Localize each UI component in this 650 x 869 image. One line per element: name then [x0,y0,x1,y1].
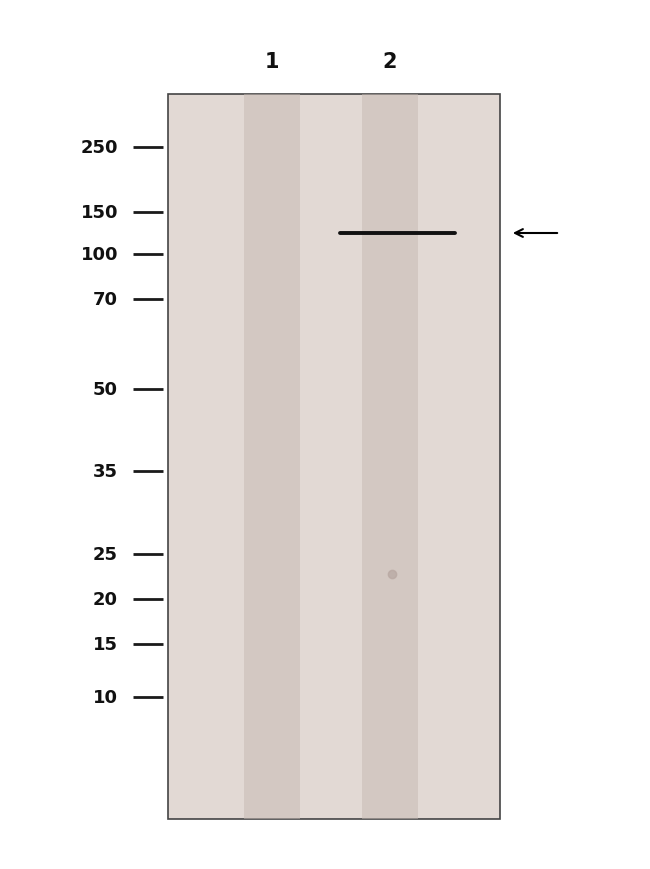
Text: 1: 1 [265,52,279,72]
Text: 35: 35 [93,462,118,481]
Text: 2: 2 [383,52,397,72]
Bar [362,95,418,819]
Text: 25: 25 [93,546,118,563]
Text: 150: 150 [81,203,118,222]
Bar [168,95,500,819]
Text: 70: 70 [93,290,118,308]
Text: 100: 100 [81,246,118,263]
Text: 10: 10 [93,688,118,706]
Text: 20: 20 [93,590,118,608]
Text: 50: 50 [93,381,118,399]
Bar [244,95,300,819]
Text: 15: 15 [93,635,118,653]
Text: 250: 250 [81,139,118,156]
